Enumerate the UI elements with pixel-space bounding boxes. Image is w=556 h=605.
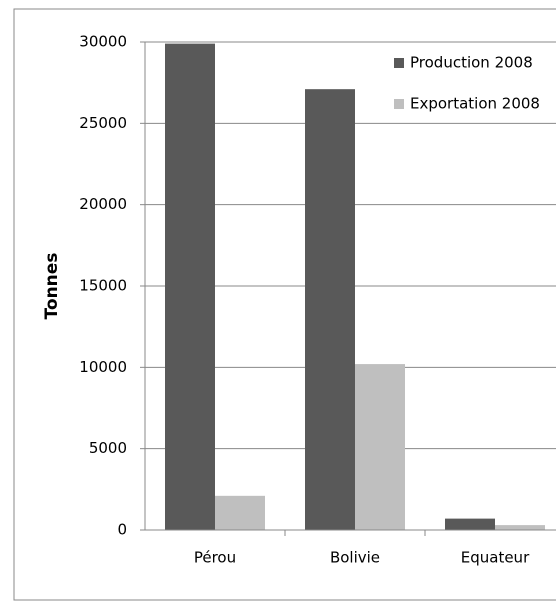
- legend-box: [388, 50, 556, 118]
- bar: [305, 89, 355, 530]
- legend-label: Production 2008: [410, 54, 533, 72]
- legend-swatch: [394, 99, 404, 109]
- y-axis-label: Tonnes: [42, 253, 62, 320]
- y-tick-label: 0: [117, 521, 127, 539]
- y-tick-label: 25000: [79, 114, 127, 132]
- y-tick-label: 20000: [79, 195, 127, 213]
- y-tick-label: 15000: [79, 277, 127, 295]
- bar: [445, 518, 495, 530]
- x-tick-label: Bolivie: [330, 549, 380, 567]
- bar: [355, 364, 405, 530]
- bar: [215, 495, 265, 530]
- legend-label: Exportation 2008: [410, 95, 540, 113]
- bar: [495, 525, 545, 530]
- y-tick-label: 30000: [79, 33, 127, 51]
- legend-swatch: [394, 58, 404, 68]
- x-tick-label: Pérou: [194, 549, 236, 567]
- y-tick-label: 10000: [79, 358, 127, 376]
- bar: [165, 43, 215, 530]
- y-tick-label: 5000: [89, 439, 127, 457]
- x-tick-label: Equateur: [461, 549, 530, 567]
